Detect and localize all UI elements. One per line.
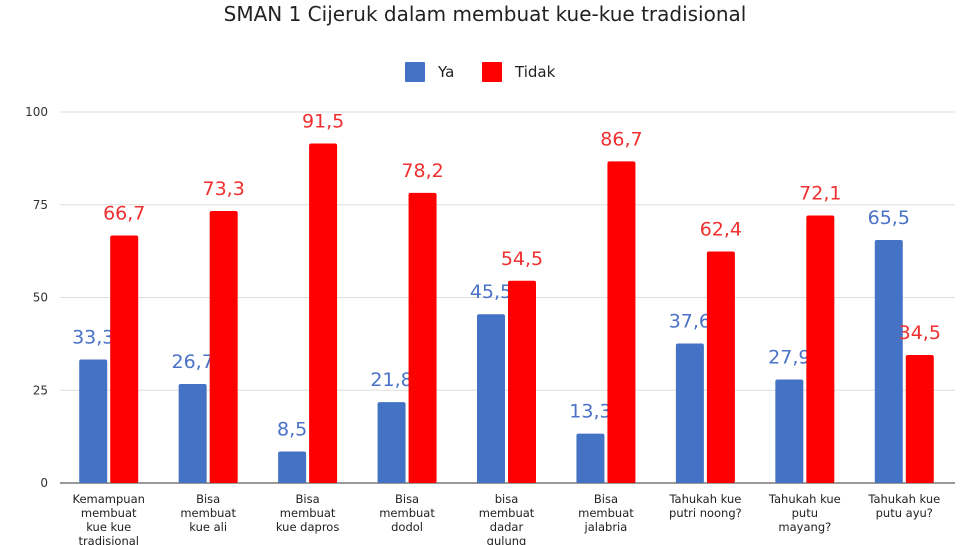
- x-tick-label: Bisa membuat kue ali: [180, 492, 236, 534]
- x-tick-label: Bisa membuat jalabria: [578, 492, 634, 534]
- legend-swatch-ya: [405, 62, 425, 82]
- data-label-ya: 26,7: [172, 351, 214, 373]
- data-label-ya: 37,6: [669, 311, 711, 333]
- data-label-tidak: 78,2: [401, 160, 443, 182]
- bar-ya: [874, 239, 903, 483]
- bar-tidak: [905, 355, 934, 483]
- data-label-ya: 8,5: [277, 418, 307, 440]
- bar-tidak: [209, 211, 238, 483]
- y-tick-label: 25: [33, 383, 48, 397]
- bar-ya: [377, 402, 406, 483]
- y-tick-label: 100: [25, 105, 48, 119]
- data-label-tidak: 73,3: [203, 178, 245, 200]
- data-label-ya: 33,3: [72, 326, 114, 348]
- x-tick-label: Tahukah kue putri noong?: [668, 492, 741, 520]
- y-tick-label: 0: [40, 476, 48, 490]
- bar-ya: [477, 314, 505, 483]
- data-label-tidak: 86,7: [600, 128, 642, 150]
- data-label-ya: 21,8: [370, 369, 412, 391]
- x-tick-label: Bisa membuat dodol: [379, 492, 435, 534]
- chart-title: SMAN 1 Cijeruk dalam membuat kue-kue tra…: [223, 2, 747, 26]
- legend-label-ya: Ya: [437, 63, 454, 81]
- data-label-tidak: 72,1: [799, 183, 841, 205]
- legend-swatch-tidak: [482, 62, 502, 82]
- y-tick-label: 75: [33, 198, 48, 212]
- bar-ya: [775, 379, 804, 483]
- bar-tidak: [706, 251, 735, 483]
- bar-ya: [178, 383, 207, 483]
- data-label-tidak: 54,5: [501, 248, 543, 270]
- data-label-tidak: 62,4: [700, 218, 742, 240]
- data-label-ya: 45,5: [470, 281, 512, 303]
- bar-ya: [576, 433, 605, 483]
- bar-tidak: [607, 161, 636, 483]
- bar-tidak: [110, 235, 139, 483]
- x-tick-label: bisa membuat dadar gulung: [479, 492, 535, 545]
- data-label-tidak: 34,5: [899, 322, 941, 344]
- bar-tidak: [508, 280, 536, 483]
- data-label-tidak: 66,7: [103, 203, 145, 225]
- bar-ya: [79, 359, 108, 483]
- data-label-ya: 13,3: [569, 401, 611, 423]
- bar-tidak: [309, 143, 338, 483]
- x-tick-label: Tahukah kue putu ayu?: [867, 492, 940, 520]
- legend-label-tidak: Tidak: [514, 63, 556, 81]
- x-tick-label: Kemampuan membuat kue kue tradisional: [73, 492, 145, 545]
- x-tick-label: Tahukah kue putu mayang?: [768, 492, 841, 534]
- bar-tidak: [806, 215, 835, 483]
- bar-tidak: [408, 192, 437, 484]
- data-label-ya: 65,5: [868, 207, 910, 229]
- data-label-tidak: 91,5: [302, 111, 344, 133]
- y-tick-label: 50: [33, 291, 48, 305]
- data-label-ya: 27,9: [768, 346, 810, 368]
- bar-ya: [278, 451, 307, 483]
- bar-ya: [675, 343, 704, 483]
- x-tick-label: Bisa membuat kue dapros: [276, 492, 339, 534]
